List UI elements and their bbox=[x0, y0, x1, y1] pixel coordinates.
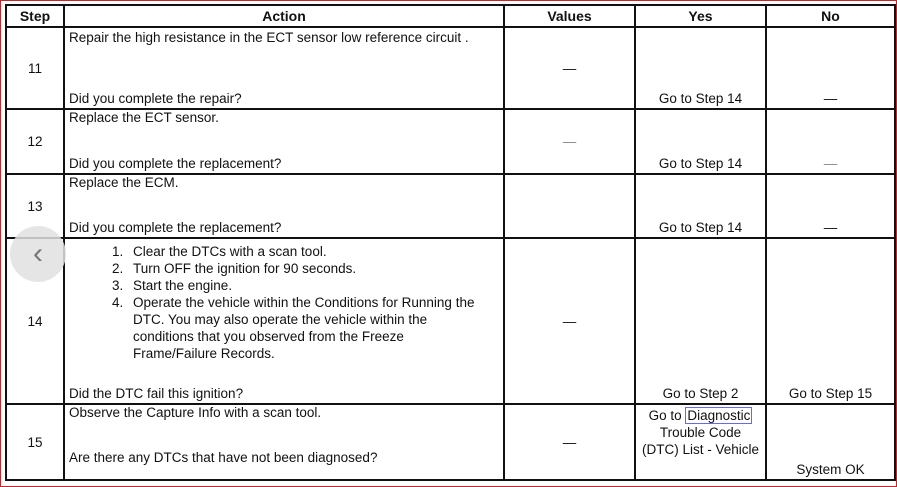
question-text: Are there any DTCs that have not been di… bbox=[69, 450, 378, 465]
yes-rest: Trouble Code (DTC) List - Vehicle bbox=[641, 425, 760, 457]
action-cell: Replace the ECT sensor. Did you complete … bbox=[63, 108, 505, 175]
values-cell: — bbox=[503, 26, 636, 110]
table-row: 15 Observe the Capture Info with a scan … bbox=[5, 403, 896, 481]
header-action: Action bbox=[63, 4, 505, 28]
no-cell: — bbox=[765, 173, 896, 239]
action-cell: Clear the DTCs with a scan tool. Turn OF… bbox=[63, 237, 505, 405]
no-cell: System OK bbox=[765, 403, 896, 481]
question-text: Did you complete the replacement? bbox=[69, 156, 282, 171]
question-text: Did the DTC fail this ignition? bbox=[69, 386, 244, 401]
action-text: Replace the ECM. bbox=[69, 175, 179, 190]
step-number: 15 bbox=[5, 403, 65, 481]
yes-cell: Go to Diagnostic Trouble Code (DTC) List … bbox=[634, 403, 767, 481]
header-step: Step bbox=[5, 4, 65, 28]
no-cell: — bbox=[765, 108, 896, 175]
values-cell: — bbox=[503, 403, 636, 481]
yes-cell: Go to Step 2 bbox=[634, 237, 767, 405]
list-item: Clear the DTCs with a scan tool. bbox=[127, 243, 499, 260]
yes-prefix: Go to bbox=[648, 408, 686, 423]
header-yes: Yes bbox=[634, 4, 767, 28]
action-cell: Observe the Capture Info with a scan too… bbox=[63, 403, 505, 481]
diagnostic-table: Step Action Values Yes No 11 Repair the … bbox=[5, 4, 896, 481]
step-number: 11 bbox=[5, 26, 65, 110]
question-text: Did you complete the repair? bbox=[69, 91, 242, 106]
header-no: No bbox=[765, 4, 896, 28]
yes-cell: Go to Step 14 bbox=[634, 108, 767, 175]
values-cell: — bbox=[503, 108, 636, 175]
list-item: Operate the vehicle within the Condition… bbox=[127, 294, 483, 362]
action-cell: Repair the high resistance in the ECT se… bbox=[63, 26, 505, 110]
table-row: 14 Clear the DTCs with a scan tool. Turn… bbox=[5, 237, 896, 405]
list-item: Start the engine. bbox=[127, 277, 499, 294]
chevron-left-icon: ‹ bbox=[33, 237, 43, 270]
previous-button[interactable]: ‹ bbox=[10, 226, 66, 282]
yes-cell: Go to Step 14 bbox=[634, 26, 767, 110]
action-text: Repair the high resistance in the ECT se… bbox=[69, 30, 469, 45]
action-text: Replace the ECT sensor. bbox=[69, 110, 219, 125]
list-item: Turn OFF the ignition for 90 seconds. bbox=[127, 260, 499, 277]
dtc-list-link[interactable]: Diagnostic bbox=[685, 407, 753, 424]
step-number: 12 bbox=[5, 108, 65, 175]
header-values: Values bbox=[503, 4, 636, 28]
no-cell: — bbox=[765, 26, 896, 110]
action-cell: Replace the ECM. Did you complete the rep… bbox=[63, 173, 505, 239]
values-cell: — bbox=[503, 237, 636, 405]
table-row: 11 Repair the high resistance in the ECT… bbox=[5, 26, 896, 110]
question-text: Did you complete the replacement? bbox=[69, 220, 282, 235]
action-list: Clear the DTCs with a scan tool. Turn OF… bbox=[69, 243, 499, 362]
table-row: 12 Replace the ECT sensor. Did you comple… bbox=[5, 108, 896, 175]
no-cell: Go to Step 15 bbox=[765, 237, 896, 405]
yes-cell: Go to Step 14 bbox=[634, 173, 767, 239]
table-row: 13 Replace the ECM. Did you complete the … bbox=[5, 173, 896, 239]
header-row: Step Action Values Yes No bbox=[5, 4, 896, 28]
values-cell bbox=[503, 173, 636, 239]
action-text: Observe the Capture Info with a scan too… bbox=[69, 405, 322, 420]
